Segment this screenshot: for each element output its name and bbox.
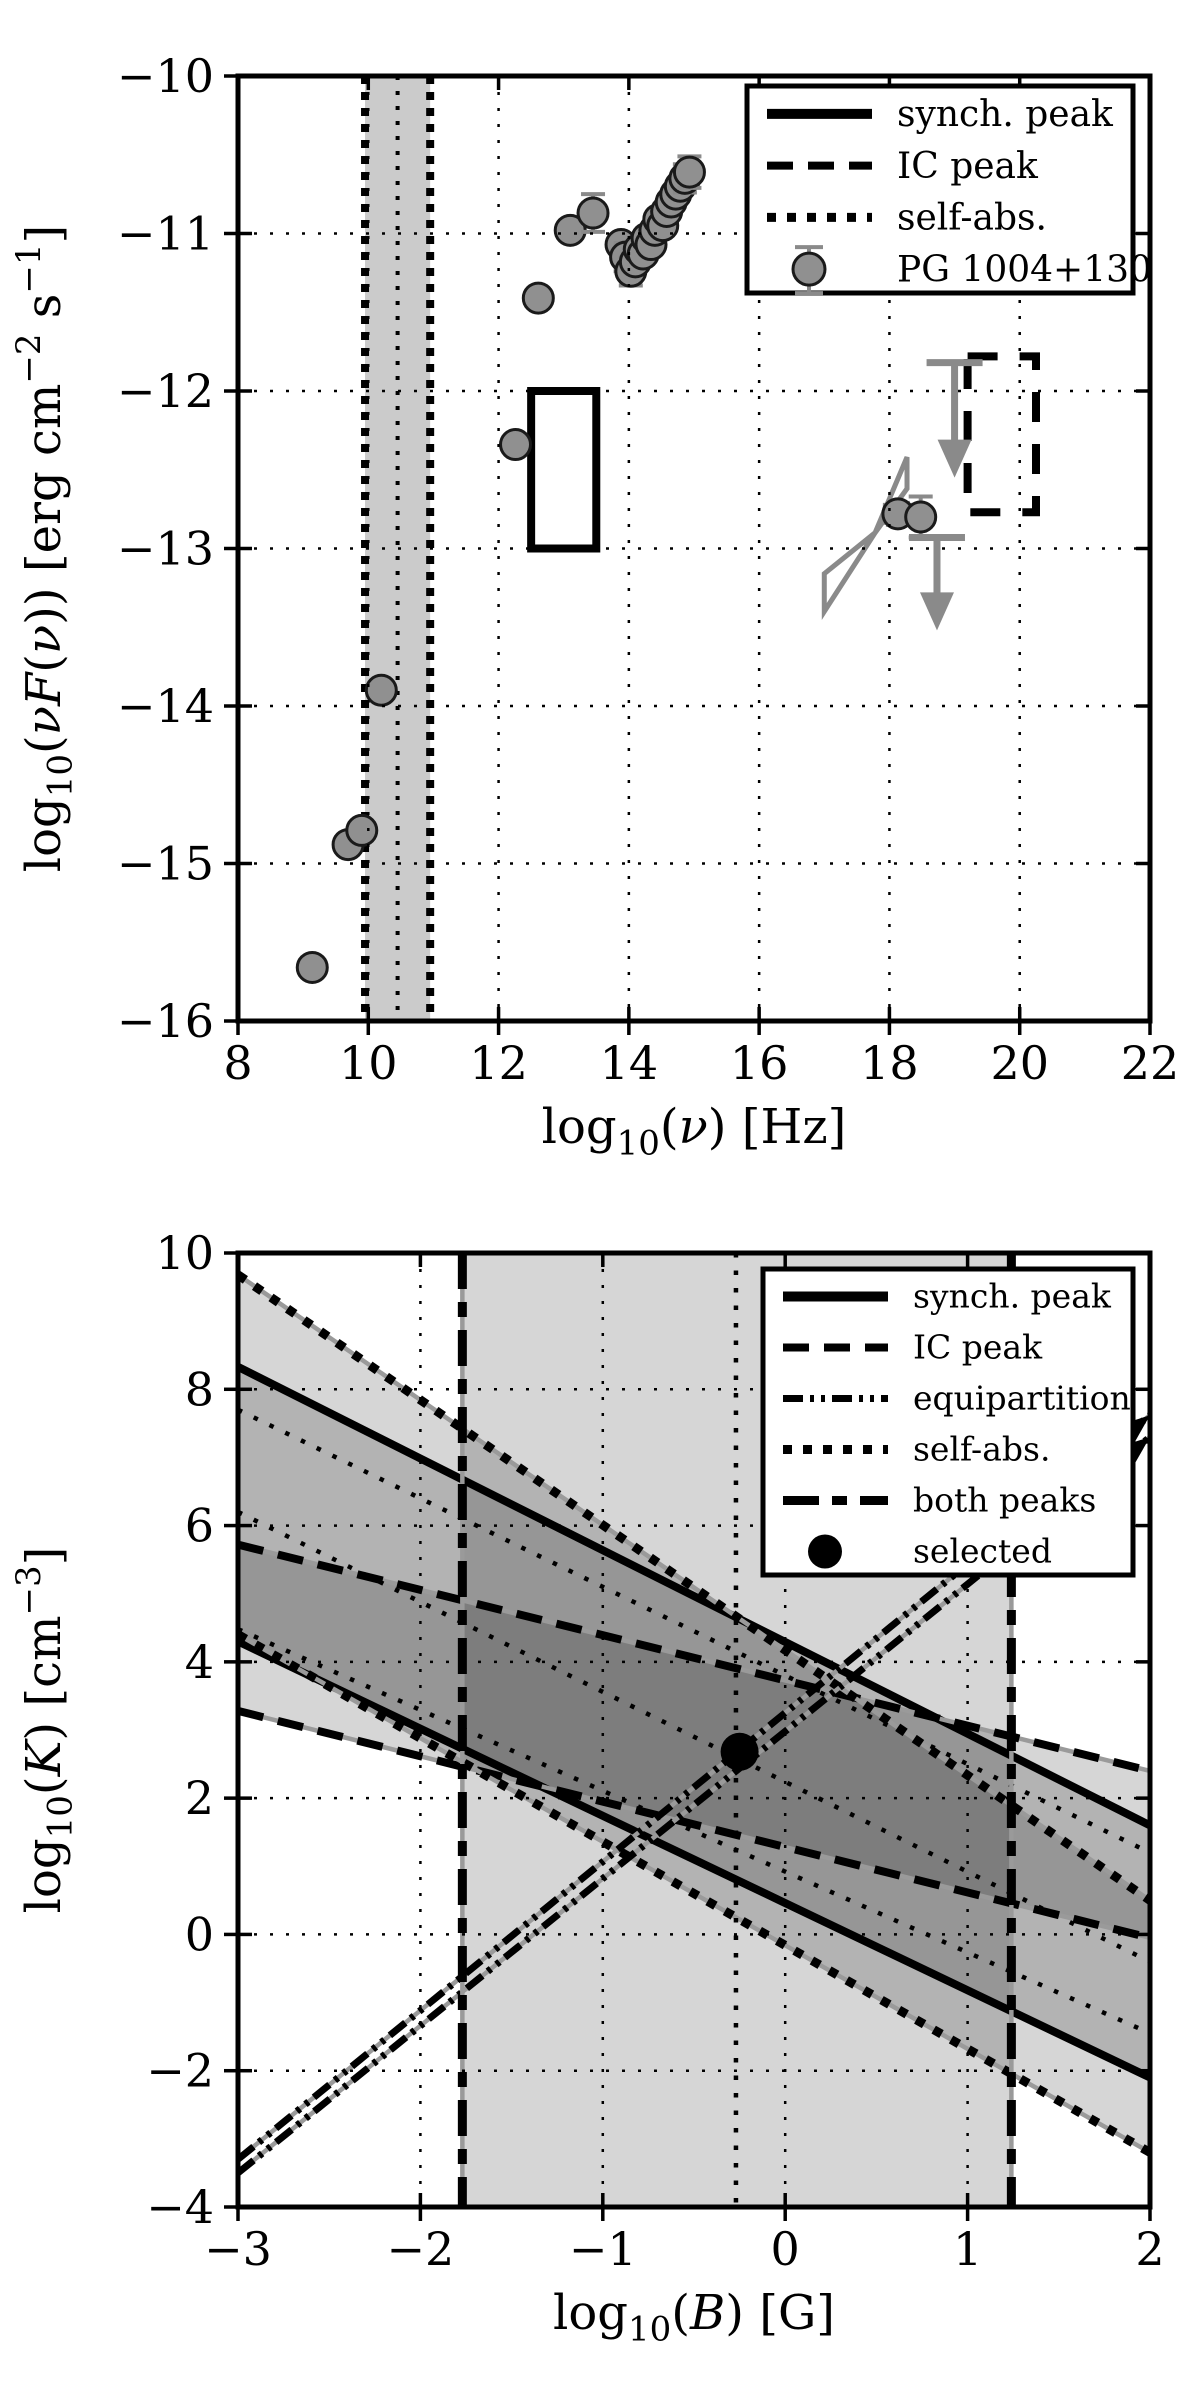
legend-box (760, 1266, 1136, 1578)
self-abs-band (365, 76, 431, 1021)
bk-plot-xlabel: log10(B) [G] (553, 2285, 835, 2350)
ic-peak-lower (237, 1707, 1151, 1942)
data-point (576, 196, 610, 230)
data-point (521, 281, 555, 315)
upper-limit-arrow (908, 533, 965, 631)
x-tick-label: −1 (569, 2222, 637, 2276)
x-tick-label: 12 (469, 1036, 528, 1090)
sed-plot (295, 76, 1040, 1021)
sed-plot-axes: 8 10 12 14 16 18 20 22 −10 −11 −12 −13 −14 −15 −16 log1… (9, 49, 1179, 1164)
legend-label: PG 1004+130 (897, 249, 1152, 290)
self-abs-lower (235, 1630, 1153, 2157)
sed-plot-legend: synch. peak IC peak self-abs. PG 1004+130 (744, 83, 1152, 296)
self-abs-upper (235, 1271, 1153, 1905)
synch-peak-lower (236, 1637, 1152, 2082)
data-point (499, 428, 533, 462)
y-tick-label: 6 (185, 1499, 214, 1553)
x-tick-label: 1 (953, 2222, 982, 2276)
xray-bowtie (821, 456, 910, 620)
x-tick-label: 8 (223, 1036, 252, 1090)
bk-plot (235, 1253, 1153, 2207)
y-tick-label: −15 (117, 837, 214, 891)
upper-limit-arrow (926, 359, 983, 478)
y-tick-label: −4 (146, 2180, 214, 2234)
legend-point-marker (791, 251, 827, 287)
legend-label: synch. peak (897, 94, 1114, 135)
y-tick-label: −10 (117, 49, 214, 103)
selected-point (720, 1732, 759, 1771)
legend-label: equipartition (913, 1379, 1131, 1418)
x-tick-label: 16 (730, 1036, 789, 1090)
arrow-head (937, 439, 972, 478)
self-abs-aux-2 (237, 1509, 1151, 1964)
synch-peak-upper (236, 1363, 1152, 1829)
y-tick-label: −11 (117, 207, 214, 261)
synch-peak-box (527, 387, 601, 553)
arrow-head (919, 592, 954, 631)
legend-label: selected (913, 1532, 1052, 1571)
data-point (364, 673, 398, 707)
bk-plot-ylabel: log10(K) [cm−3] (9, 1547, 81, 1914)
y-tick-label: −14 (117, 679, 214, 733)
legend-selected-marker (808, 1534, 842, 1569)
x-tick-label: 22 (1121, 1036, 1180, 1090)
x-tick-label: −3 (204, 2222, 272, 2276)
legend-label: self-abs. (897, 198, 1047, 239)
x-tick-label: 2 (1135, 2222, 1164, 2276)
x-tick-label: 14 (600, 1036, 659, 1090)
legend-label: self-abs. (913, 1430, 1050, 1469)
legend-label: IC peak (913, 1328, 1043, 1367)
y-tick-label: −16 (117, 994, 214, 1048)
x-tick-label: 18 (860, 1036, 919, 1090)
x-tick-label: −2 (386, 2222, 454, 2276)
sed-plot-points (295, 154, 938, 984)
y-tick-label: −13 (117, 522, 214, 576)
bk-plot-legend: synch. peak IC peak equipartition self-abs.… (760, 1266, 1136, 1578)
ic-peak-upper (237, 1540, 1151, 1775)
data-point (904, 500, 938, 534)
plot-frame (235, 73, 1153, 1024)
y-tick-label: 2 (185, 1771, 214, 1825)
x-tick-label: 0 (771, 2222, 800, 2276)
sed-plot-ylabel: log10(νF(ν)) [erg cm−2 s−1] (9, 225, 81, 872)
y-tick-label: 10 (155, 1226, 214, 1280)
x-tick-label: 20 (990, 1036, 1049, 1090)
y-tick-label: 4 (185, 1635, 214, 1689)
plot-frame (235, 1250, 1153, 2210)
sed-plot-xlabel: log10(ν) [Hz] (542, 1099, 847, 1164)
data-point (672, 155, 706, 189)
y-tick-label: −2 (146, 2044, 214, 2098)
legend-label: IC peak (897, 146, 1039, 187)
ic-peak-box (963, 352, 1040, 517)
legend-label: both peaks (913, 1481, 1096, 1520)
data-point (345, 813, 379, 847)
x-tick-label: 10 (339, 1036, 398, 1090)
y-tick-label: 0 (185, 1907, 214, 1961)
legend-label: synch. peak (913, 1277, 1112, 1316)
data-point (295, 950, 329, 984)
y-tick-label: 8 (185, 1362, 214, 1416)
y-tick-label: −12 (117, 364, 214, 418)
